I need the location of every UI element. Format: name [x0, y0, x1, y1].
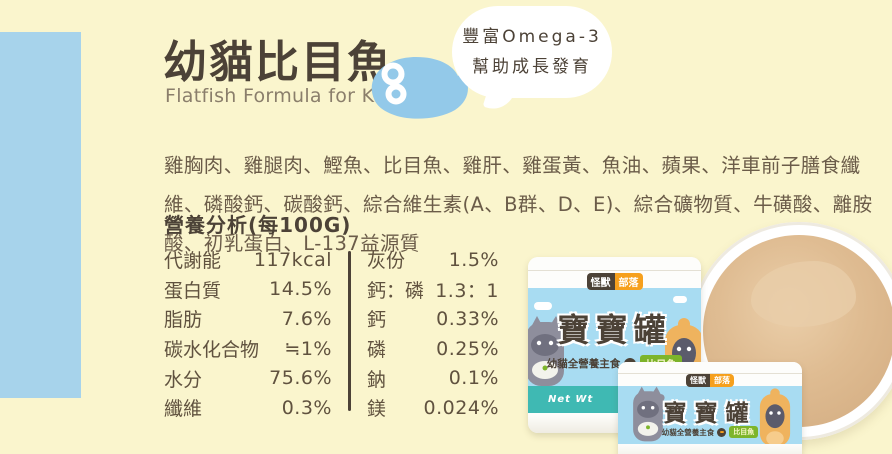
nutrient-value: ≒1%: [284, 337, 332, 360]
nutrient-value: 0.25%: [436, 337, 499, 360]
cloud-icon: [534, 302, 552, 310]
nutrient-label: 脂肪: [164, 309, 203, 332]
speech-bubble: 豐富Omega-3 幫助成長發育: [452, 6, 612, 98]
nutrient-label: 鈣：磷: [367, 279, 425, 302]
brand-badge: 怪獸 部落: [686, 374, 734, 387]
table-row: 鈣 0.33%: [367, 304, 499, 334]
flatfish-icon: [371, 57, 475, 119]
brand-badge: 怪獸 部落: [586, 273, 643, 290]
nutrition-left-column: 代謝能 117kcal 蛋白質 14.5% 脂肪 7.6% 碳水化合物 ≒1% 水分 75…: [164, 245, 332, 423]
nutrient-label: 鈉: [367, 368, 387, 391]
nutrient-label: 碳水化合物: [164, 339, 260, 362]
nutrient-value: 7.6%: [281, 307, 332, 330]
table-row: 灰份 1.5%: [367, 245, 499, 275]
table-row: 鈣：磷 1.3：1: [367, 275, 499, 305]
left-accent-bar: [0, 32, 81, 398]
ingredients-text: 雞胸肉、雞腿肉、鰹魚、比目魚、雞肝、雞蛋黃、魚油、蘋果、洋車前子膳食纖維、磷酸鈣…: [164, 153, 873, 255]
table-row: 磷 0.25%: [367, 334, 499, 364]
table-row: 碳水化合物 ≒1%: [164, 334, 332, 364]
fish-chip-icon: [717, 427, 727, 437]
can-small: 怪獸 部落 寶寶罐: [618, 362, 802, 454]
table-row: 代謝能 117kcal: [164, 245, 332, 275]
can-subtitle-text: 幼貓全營養主食: [661, 427, 715, 437]
can-lid: [618, 362, 802, 374]
nutrient-value: 117kcal: [253, 248, 332, 271]
nutrient-value: 0.3%: [281, 396, 332, 419]
table-row: 鈉 0.1%: [367, 363, 499, 393]
nutrient-label: 蛋白質: [164, 279, 222, 302]
bubble-line-2: 幫助成長發育: [472, 57, 592, 77]
nutrition-right-column: 灰份 1.5% 鈣：磷 1.3：1 鈣 0.33% 磷 0.25% 鈉 0.1% 鎂 0.0…: [367, 245, 499, 423]
brand-name-part1: 怪獸: [686, 374, 710, 387]
net-weight-text: Net Wt: [548, 394, 594, 405]
nutrient-value: 75.6%: [269, 367, 332, 390]
nutrient-value: 0.1%: [448, 367, 499, 390]
table-row: 鎂 0.024%: [367, 393, 499, 423]
can-subtitle-text: 幼貓全營養主食: [546, 358, 621, 370]
can-lid: [528, 257, 701, 271]
nutrient-value: 0.024%: [423, 396, 499, 419]
can-product-name: 寶寶罐: [663, 401, 757, 427]
flavor-badge: 比目魚: [729, 426, 759, 438]
brand-name-part2: 部落: [614, 273, 643, 290]
nutrient-label: 灰份: [367, 250, 406, 273]
monster-character: [759, 388, 791, 447]
nutrient-value: 1.5%: [448, 248, 499, 271]
nutrient-label: 磷: [367, 339, 387, 362]
table-row: 蛋白質 14.5%: [164, 275, 332, 305]
page-title: 幼貓比目魚: [163, 37, 393, 88]
nutrient-value: 14.5%: [269, 278, 332, 301]
nutrition-heading: 營養分析(每100G): [164, 213, 352, 237]
nutrient-label: 代謝能: [164, 250, 222, 273]
can-bottom-shade: [618, 444, 802, 454]
nutrition-table: 代謝能 117kcal 蛋白質 14.5% 脂肪 7.6% 碳水化合物 ≒1% 水分 75…: [164, 245, 504, 425]
cat-character: [528, 316, 567, 386]
table-row: 纖維 0.3%: [164, 393, 332, 423]
cloud-icon: [673, 296, 687, 303]
nutrient-value: 1.3：1: [435, 279, 499, 302]
page-subtitle: Flatfish Formula for Kitty: [165, 85, 407, 107]
table-divider: [348, 251, 351, 411]
pate-highlight: [751, 261, 856, 327]
nutrient-label: 纖維: [164, 398, 203, 421]
can-subtitle-row: 幼貓全營養主食 比目魚: [618, 426, 802, 438]
can-product-name: 寶寶罐: [557, 311, 672, 349]
nutrient-label: 鈣: [367, 309, 387, 332]
nutrient-label: 鎂: [367, 398, 387, 421]
brand-name-part1: 怪獸: [586, 273, 615, 290]
nutrient-value: 0.33%: [436, 307, 499, 330]
cat-character: [633, 386, 665, 442]
table-row: 脂肪 7.6%: [164, 304, 332, 334]
brand-name-part2: 部落: [710, 374, 734, 387]
nutrient-label: 水分: [164, 368, 203, 391]
product-photo-group: 怪獸 部落 寶寶罐: [520, 222, 892, 454]
bubble-line-1: 豐富Omega-3: [462, 27, 602, 47]
table-row: 水分 75.6%: [164, 363, 332, 393]
